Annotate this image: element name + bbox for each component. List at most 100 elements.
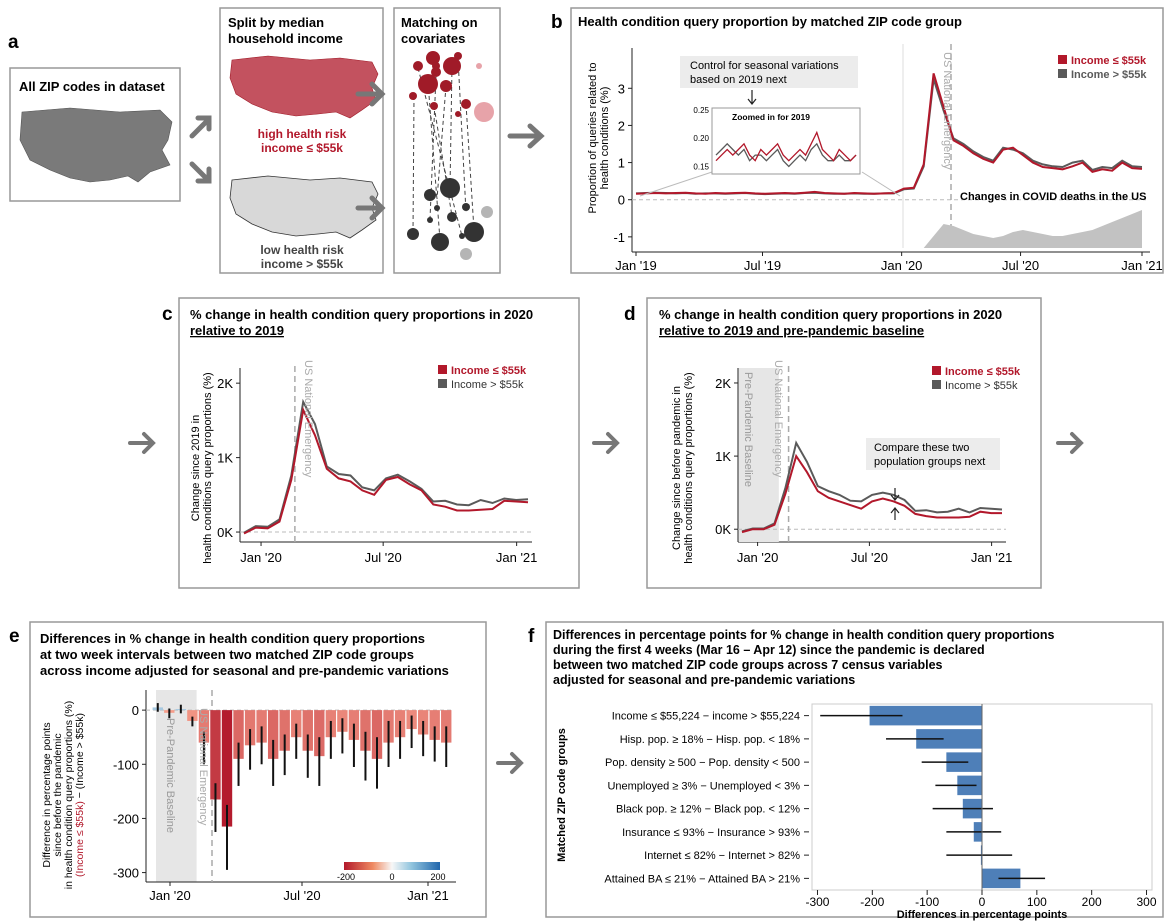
panel-f-plot: Income ≤ $55,224 − income > $55,224 Hisp.…	[604, 703, 1157, 921]
legend-label-low: Income ≤ $55k	[945, 366, 1021, 378]
panel-b-callout-box	[680, 56, 858, 88]
panel-d-compare-arrows	[890, 488, 900, 520]
panel-c-plot: 0K 1K 2K Jan '20 Jul '20 Jan '21	[217, 366, 537, 565]
x-tick-label: Jul '19	[744, 258, 781, 273]
y-tick-label: 0K	[217, 525, 233, 540]
legend-label-high: Income > $55k	[945, 380, 1018, 392]
panel-d-ylabel-2: health conditions query proportions (%)	[683, 372, 695, 563]
panel-c-legend: Income ≤ $55k Income > $55k	[438, 365, 527, 391]
legend-swatch-high	[932, 380, 941, 389]
panel-b-zoom-label: Zoomed in for 2019	[732, 112, 810, 122]
panel-letter-c: c	[162, 304, 173, 325]
arrow-down-right	[189, 161, 212, 184]
x-tick-label: Jul '20	[283, 888, 320, 903]
x-tick-label: 300	[1137, 895, 1157, 909]
panel-c-ylabel-1: Change since 2019 in	[190, 415, 202, 521]
arrow-e-to-f	[496, 752, 524, 774]
legend-swatch-low	[438, 365, 447, 374]
x-tick-label: Jul '20	[365, 550, 402, 565]
panel-e-plot: 0 -100 -200 -300 Jan '20 Jul '20 Jan '21	[113, 690, 456, 903]
colorbar-gradient	[344, 862, 440, 870]
panel-d-callout-1: Compare these two	[874, 442, 969, 454]
panel-b-plot: -1 0 1 2 3 Jan '19 Jul '19 Jan '20 Jul '20 Jan '2…	[613, 44, 1163, 273]
category-label: Internet ≤ 82% − Internet > 82%	[644, 850, 800, 862]
panel-c-frame	[178, 297, 580, 589]
panel-letter-a: a	[8, 32, 19, 53]
x-tick-label: Jan '20	[149, 888, 191, 903]
panel-e-ylabel-4: (Income ≤ $55k) − (Income > $55k)	[74, 713, 86, 877]
x-tick-label: 0	[979, 895, 986, 909]
panel-letter-d: d	[624, 304, 636, 325]
bar	[221, 710, 233, 827]
bar	[429, 710, 440, 740]
x-tick-label: -200	[860, 895, 884, 909]
us-map-all	[19, 107, 173, 183]
panel-d-title-2: relative to 2019 and pre-pandemic baseli…	[659, 323, 924, 338]
split-title-2: household income	[228, 31, 343, 46]
arrow-right-top	[355, 81, 386, 107]
bar	[360, 710, 371, 751]
panel-d-plot: 0K 1K 2K Jan '20 Jul '20 Jan '21	[715, 366, 1012, 565]
panel-f-title-2: during the first 4 weeks (Mar 16 – Apr 1…	[553, 643, 985, 657]
panel-e-ylabel-4b: − (Income > $55k)	[74, 713, 86, 801]
panel-letter-e: e	[9, 626, 20, 647]
baseline-shade	[738, 368, 779, 542]
y-tick-label: -100	[113, 757, 139, 772]
panel-c-title-1: % change in health condition query propo…	[190, 307, 533, 322]
panel-e-ylabel-1: Difference in percentage points	[41, 722, 53, 867]
y-tick-label: 2K	[715, 376, 731, 391]
panel-e-ylabel-3: in health condition query proportions (%…	[63, 701, 75, 890]
panel-b-title: Health condition query proportion by mat…	[578, 14, 962, 29]
panel-e-title-2-text: at two week intervals between two matche…	[40, 647, 414, 662]
y-tick-label: 1K	[217, 451, 233, 466]
panel-e-title-2: at two week intervals between two matche…	[40, 647, 414, 662]
panel-e-baseline-label: Pre-Pandemic Baseline	[164, 718, 176, 833]
panel-letter-b: b	[551, 12, 563, 33]
y-tick-label: 0	[618, 193, 625, 208]
category-label: Pop. density ≥ 500 − Pop. density < 500	[605, 757, 800, 769]
panel-b-callout-arrow	[747, 90, 757, 105]
panel-d-ylabel-1: Change since before pandemic in	[671, 386, 683, 550]
y-tick-label: -1	[613, 230, 625, 245]
deaths-area	[636, 210, 1142, 248]
x-tick-label: Jan '20	[881, 258, 923, 273]
panel-f-ylabel: Matched ZIP code groups	[556, 728, 568, 862]
arrow-a-to-b	[507, 123, 545, 149]
y-tick-label: 2K	[217, 376, 233, 391]
arrow-c-to-d	[592, 432, 620, 454]
arrow-d-right	[1056, 432, 1084, 454]
panel-c-ylabel-2: health conditions query proportions (%)	[202, 372, 214, 563]
inset-y-tick-label: 0.25	[693, 106, 709, 115]
y-tick-label: -300	[113, 866, 139, 881]
inset-y-tick-label: 0.15	[693, 162, 709, 171]
bar	[371, 710, 383, 759]
panel-e-colorbar: -200 0 200	[337, 862, 446, 882]
legend-swatch-low	[932, 366, 941, 375]
colorbar-tick-max: 200	[430, 872, 445, 882]
bar	[291, 710, 302, 738]
panel-b-ylabel-1: Proportion of queries related to	[587, 62, 599, 213]
panel-letter-f: f	[528, 626, 535, 647]
panel-e-ylabel-4a: (Income ≤ $55k)	[74, 801, 86, 877]
us-map-low-risk	[229, 175, 379, 239]
panel-d-emergency-label: US National Emergency	[772, 360, 784, 478]
x-tick-label: -300	[805, 895, 829, 909]
matching-title-1: Matching on	[401, 15, 478, 30]
category-label: Unemployed ≥ 3% − Unemployed < 3%	[607, 780, 800, 792]
bar	[244, 710, 256, 746]
zoom-guide-right	[861, 171, 901, 197]
panel-b-zoom-inset: 0.15 0.20 0.25	[693, 106, 861, 175]
bar	[187, 710, 198, 721]
arrow-right-bottom	[355, 195, 386, 221]
inset-y-tick-label: 0.20	[693, 134, 709, 143]
x-tick-label: Jan '19	[615, 258, 657, 273]
x-tick-label: 100	[1027, 895, 1047, 909]
all-zip-label: All ZIP codes in dataset	[19, 79, 165, 94]
y-tick-label: 0K	[715, 522, 731, 537]
bar	[916, 729, 982, 749]
colorbar-tick-mid: 0	[389, 872, 394, 882]
panel-d-legend: Income ≤ $55k Income > $55k	[932, 366, 1021, 392]
bar	[302, 710, 313, 751]
panel-d-title-1: % change in health condition query propo…	[659, 307, 1002, 322]
